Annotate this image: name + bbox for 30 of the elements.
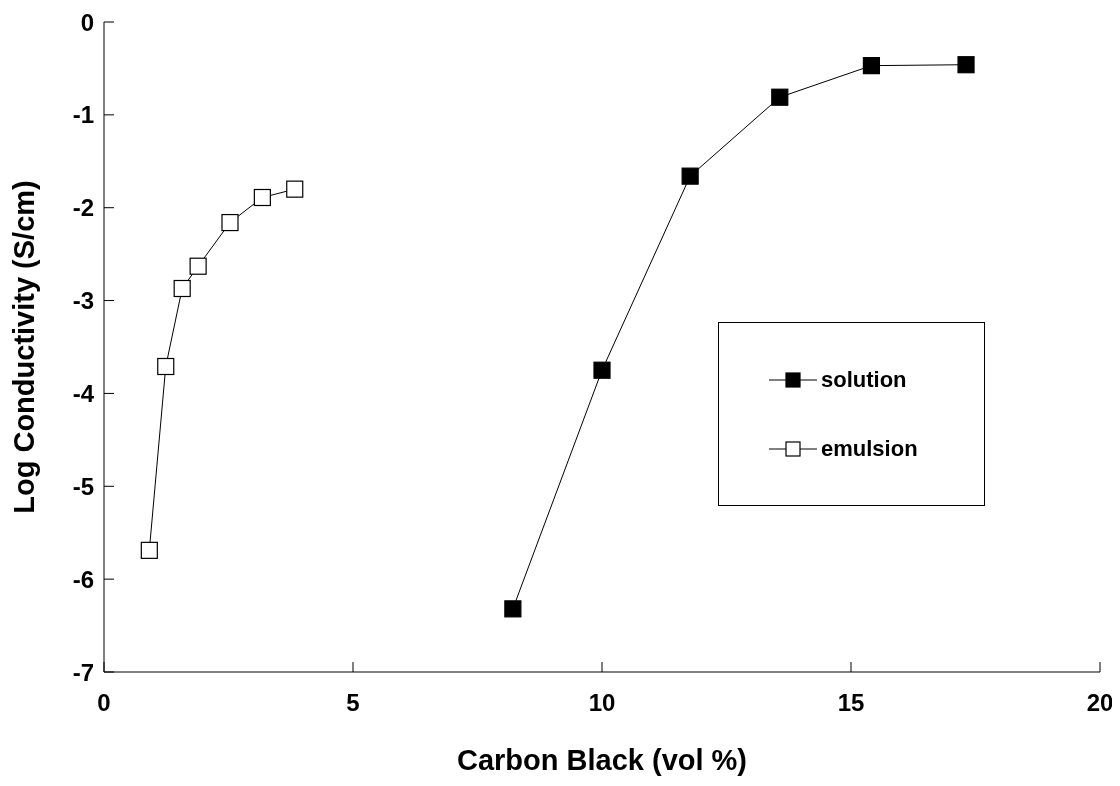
y-tick-label: -7	[72, 658, 94, 686]
x-tick-label: 15	[837, 689, 865, 717]
y-tick-label: -3	[72, 287, 94, 315]
legend-label: solution	[821, 366, 907, 393]
y-tick-label: -1	[72, 101, 94, 129]
x-tick-label: 5	[346, 689, 360, 717]
point	[221, 213, 239, 232]
x-axis-title: Carbon Black (vol %)	[456, 744, 748, 776]
point	[593, 361, 611, 379]
y-tick-label: -4	[72, 379, 95, 407]
y-tick-label: 0	[80, 8, 94, 36]
point	[862, 57, 881, 75]
point	[173, 279, 191, 298]
point	[253, 188, 271, 207]
y-tick-label: -2	[72, 194, 94, 222]
point	[140, 541, 158, 559]
x-tick-label: 10	[588, 689, 616, 717]
point	[771, 88, 789, 106]
y-tick-label: -6	[72, 565, 94, 593]
x-tick-label: 20	[1086, 689, 1114, 717]
point	[957, 56, 975, 74]
point	[157, 357, 175, 376]
y-tick-label: -5	[72, 472, 94, 500]
point	[286, 180, 304, 198]
point	[681, 167, 699, 185]
point	[504, 600, 522, 618]
x-tick-label: 0	[97, 689, 111, 717]
y-axis-title: Log Conductivity (S/cm)	[8, 180, 41, 514]
point	[189, 257, 207, 275]
legend-label: emulsion	[821, 435, 918, 462]
